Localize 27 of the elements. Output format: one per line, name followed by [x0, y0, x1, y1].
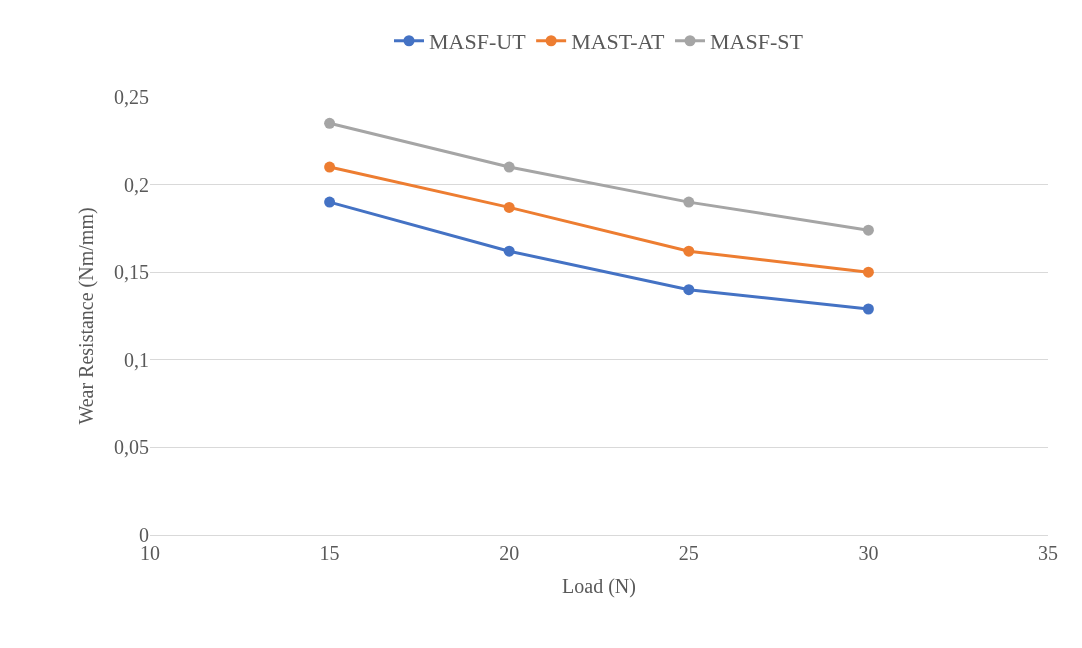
point	[683, 245, 695, 257]
point	[503, 245, 515, 257]
point	[862, 303, 874, 315]
x-tick-label: 20	[499, 542, 520, 564]
point	[683, 284, 695, 296]
y-tick-label: 0,2	[124, 173, 149, 196]
point	[862, 266, 874, 278]
y-tick-label: 0,1	[124, 348, 149, 371]
point	[862, 224, 874, 236]
point	[324, 117, 336, 129]
y-tick-label: 0,15	[114, 261, 149, 284]
legend-label: MASF-UT	[429, 29, 527, 55]
x-tick-label: 35	[1038, 542, 1058, 564]
point	[503, 201, 515, 213]
y-tick-label: 0,25	[114, 86, 149, 108]
point	[324, 196, 336, 208]
legend-label: MASF-ST	[710, 29, 804, 55]
x-axis-title: Load (N)	[562, 574, 636, 598]
y-axis-title: Wear Resistance (Nm/mm)	[74, 207, 98, 425]
x-tick-label: 30	[858, 542, 879, 564]
y-tick-label: 0,05	[114, 436, 149, 459]
point	[503, 161, 515, 173]
x-tick-label: 25	[678, 542, 699, 564]
point	[324, 161, 336, 173]
legend-label: MAST-AT	[571, 29, 666, 55]
point	[683, 196, 695, 208]
x-tick-label: 15	[319, 542, 340, 564]
